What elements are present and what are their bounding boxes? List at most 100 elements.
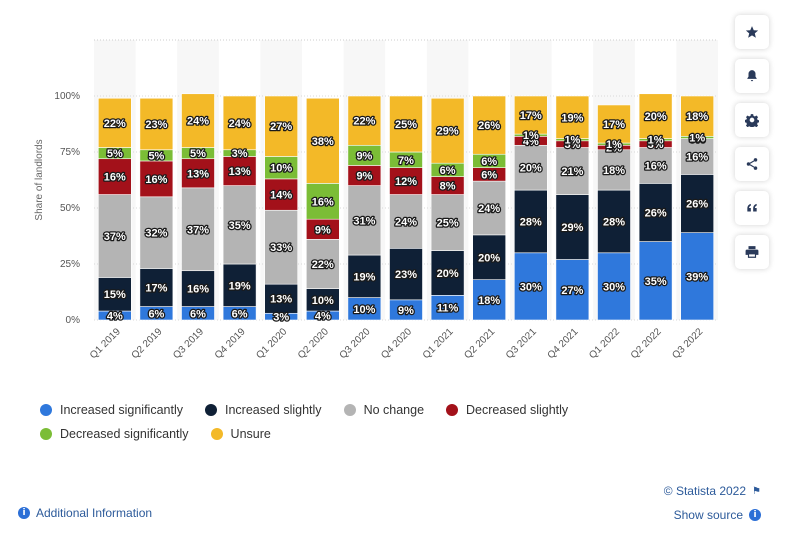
bar-segment[interactable] xyxy=(680,232,715,321)
bar-segment[interactable] xyxy=(680,138,715,175)
bar-segment[interactable] xyxy=(472,279,507,321)
data-label: 9% xyxy=(356,150,372,162)
bar-segment[interactable] xyxy=(181,158,215,189)
data-label: 38% xyxy=(312,136,334,148)
bar-segment[interactable] xyxy=(139,268,174,307)
data-label: 33% xyxy=(270,242,292,254)
data-label: 16% xyxy=(104,172,126,184)
bar-segment[interactable] xyxy=(264,209,299,285)
bar-segment[interactable] xyxy=(389,194,423,249)
data-label: 21% xyxy=(561,166,583,178)
data-label: 1% xyxy=(523,130,539,142)
bar-segment[interactable] xyxy=(597,149,631,191)
bar-segment[interactable] xyxy=(513,189,548,254)
bar-segment[interactable] xyxy=(181,187,215,272)
bar-segment[interactable] xyxy=(181,93,215,148)
bar-segment[interactable] xyxy=(513,144,548,191)
bar-segment[interactable] xyxy=(264,283,299,314)
bar-segment[interactable] xyxy=(264,95,299,157)
legend-row-1: Increased significantly Increased slight… xyxy=(40,398,720,422)
data-label: 23% xyxy=(145,119,167,131)
data-label: 8% xyxy=(440,181,456,193)
data-label: 26% xyxy=(478,120,500,132)
data-label: 29% xyxy=(561,222,583,234)
bar-segment[interactable] xyxy=(430,194,465,251)
print-icon xyxy=(745,246,759,258)
legend-item-decreased-significantly[interactable]: Decreased significantly xyxy=(40,427,189,441)
bar-segment[interactable] xyxy=(264,178,299,211)
legend-label: Decreased slightly xyxy=(466,403,569,417)
bar-segment[interactable] xyxy=(472,95,507,155)
data-label: 22% xyxy=(353,116,375,128)
bar-segment[interactable] xyxy=(222,156,257,186)
notification-button[interactable] xyxy=(735,59,769,93)
favorite-button[interactable] xyxy=(735,15,769,49)
bar-segment[interactable] xyxy=(555,194,590,260)
data-label: 24% xyxy=(478,203,500,215)
y-tick-label: 100% xyxy=(54,91,80,102)
legend-item-no-change[interactable]: No change xyxy=(343,403,424,417)
bar-segment[interactable] xyxy=(430,97,465,164)
bar-segment[interactable] xyxy=(513,95,548,135)
bar-segment[interactable] xyxy=(98,97,132,148)
data-label: 5% xyxy=(148,150,164,162)
bar-segment[interactable] xyxy=(430,295,465,321)
bar-segment[interactable] xyxy=(389,167,423,195)
x-tick-label: Q2 2019 xyxy=(130,326,165,361)
bar-segment[interactable] xyxy=(597,252,631,321)
data-label: 4% xyxy=(107,311,123,323)
bar-segment[interactable] xyxy=(347,254,382,298)
data-label: 17% xyxy=(603,119,625,131)
data-label: 6% xyxy=(481,156,497,168)
bar-segment[interactable] xyxy=(638,147,673,184)
bar-segment[interactable] xyxy=(597,104,631,144)
cite-button[interactable] xyxy=(735,191,769,225)
bar-segment[interactable] xyxy=(472,180,507,236)
bar-segment[interactable] xyxy=(555,95,590,139)
statista-credit[interactable]: © Statista 2022 ⚑ xyxy=(664,484,761,498)
segment-labels: 4% 15% 37% 16% 5% 22% 6% 17% 32% 16% 5% 23% 6% 16% 37%… xyxy=(102,109,709,325)
bar-segment[interactable] xyxy=(222,185,257,265)
y-tick-label: 75% xyxy=(60,147,80,158)
legend-dot-icon xyxy=(210,428,223,440)
legend-item-decreased-slightly[interactable]: Decreased slightly xyxy=(446,403,568,417)
legend-item-increased-slightly[interactable]: Increased slightly xyxy=(204,403,322,417)
additional-information-link[interactable]: i Additional Information xyxy=(18,506,152,520)
bar-segment[interactable] xyxy=(222,95,257,151)
data-label: 24% xyxy=(187,116,209,128)
bar-segment[interactable] xyxy=(305,97,340,184)
bar-segment[interactable] xyxy=(139,196,174,269)
bar-segment[interactable] xyxy=(680,174,715,233)
data-label: 18% xyxy=(603,165,625,177)
bar-segment[interactable] xyxy=(389,248,423,301)
bar-segment[interactable] xyxy=(222,263,257,307)
show-source-link[interactable]: Show source i xyxy=(674,508,761,522)
bar-segment[interactable] xyxy=(638,183,673,242)
data-label: 30% xyxy=(603,281,625,293)
bar-segment[interactable] xyxy=(555,259,590,321)
data-label: 9% xyxy=(398,305,414,317)
data-label: 10% xyxy=(312,295,334,307)
bar-segment[interactable] xyxy=(638,93,673,139)
bar-segment[interactable] xyxy=(430,250,465,296)
bar-segment[interactable] xyxy=(98,158,132,195)
bar-segment[interactable] xyxy=(139,97,174,151)
settings-button[interactable] xyxy=(735,103,769,137)
bar-segment[interactable] xyxy=(181,270,215,307)
bar-segment[interactable] xyxy=(555,147,590,195)
bar-segment[interactable] xyxy=(597,189,631,254)
bar-segment[interactable] xyxy=(347,95,382,146)
data-label: 22% xyxy=(104,118,126,130)
y-axis-label: Share of landlords xyxy=(34,139,45,220)
bar-segment[interactable] xyxy=(638,241,673,321)
legend-item-increased-significantly[interactable]: Increased significantly xyxy=(40,403,183,417)
bar-segment[interactable] xyxy=(389,95,423,153)
data-label: 20% xyxy=(645,111,667,123)
data-label: 16% xyxy=(187,284,209,296)
legend-item-unsure[interactable]: Unsure xyxy=(210,427,271,441)
print-button[interactable] xyxy=(735,235,769,269)
bar-segment[interactable] xyxy=(680,95,715,137)
legend-dot-icon xyxy=(40,404,52,416)
share-button[interactable] xyxy=(735,147,769,181)
x-tick-label: Q3 2020 xyxy=(338,326,373,361)
